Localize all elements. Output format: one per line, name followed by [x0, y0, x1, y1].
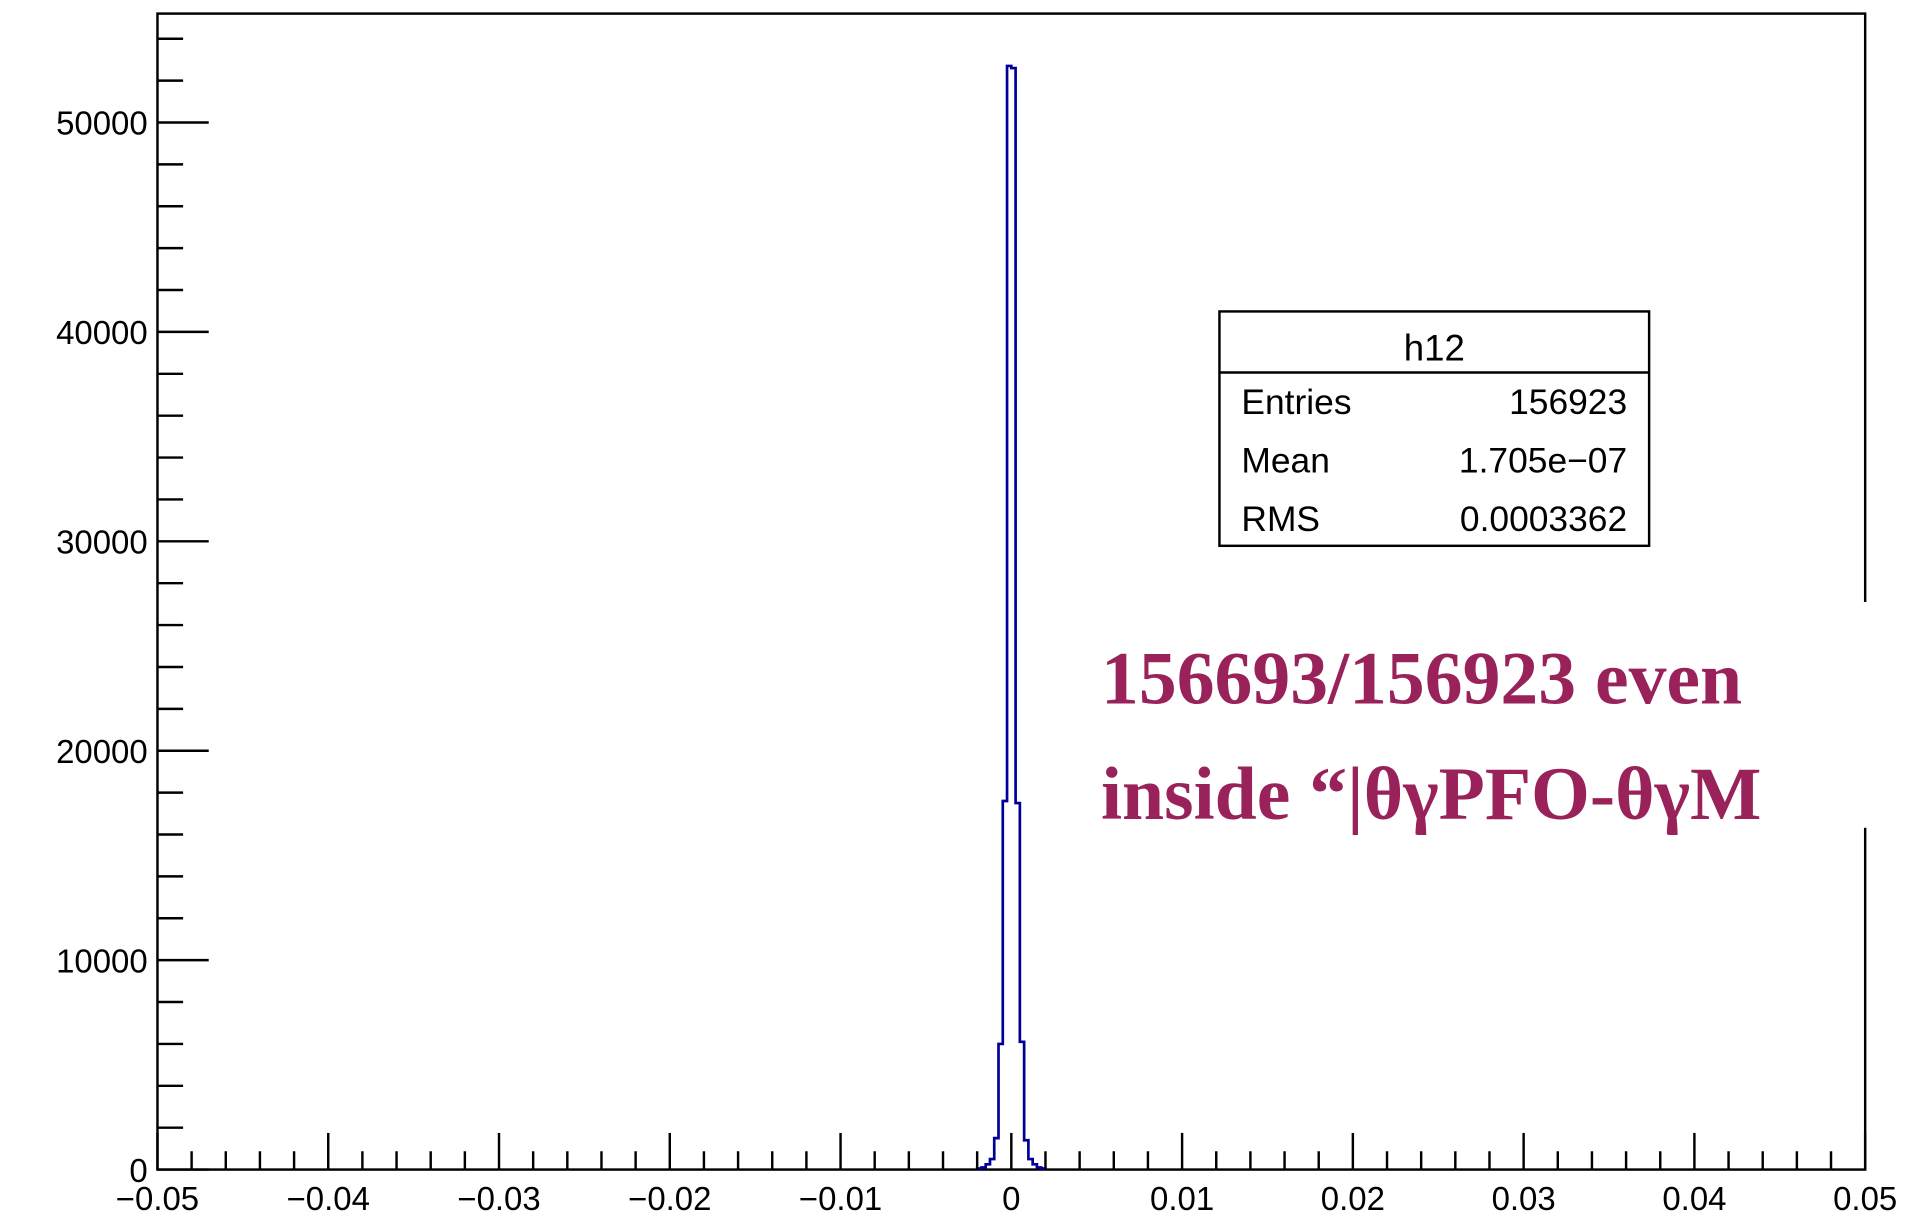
annotation: 156693/156923 even: [1101, 637, 1742, 720]
stats-key: Mean: [1241, 442, 1330, 481]
histogram-line: [975, 64, 1047, 1170]
stats-key: RMS: [1241, 500, 1320, 539]
x-tick-label: −0.03: [457, 1180, 540, 1217]
stats-key: Entries: [1241, 383, 1351, 422]
x-tick-label: −0.04: [287, 1180, 370, 1217]
plot-frame: [156, 12, 1867, 1171]
x-tick-label: −0.02: [628, 1180, 711, 1217]
x-tick-label: 0.05: [1833, 1180, 1897, 1217]
stats-box: h12 Entries 156923 Mean 1.705e−07 RMS 0.000336…: [1218, 310, 1651, 548]
x-tick-label: 0.04: [1662, 1180, 1726, 1217]
y-tick-label: 50000: [56, 105, 148, 142]
y-tick-label: 10000: [56, 942, 148, 979]
y-tick-label: 30000: [56, 524, 148, 561]
x-tick-label: 0: [1002, 1180, 1020, 1217]
stats-value: 156923: [1509, 383, 1627, 422]
stats-frame: [1218, 310, 1651, 548]
x-tick-label: 0.03: [1492, 1180, 1556, 1217]
y-tick-label: 20000: [56, 733, 148, 770]
annotation-background: [1090, 601, 1914, 828]
x-tick-label: −0.05: [116, 1180, 199, 1217]
x-tick-label: 0.02: [1321, 1180, 1385, 1217]
x-tick-label: 0.01: [1150, 1180, 1214, 1217]
stats-value: 1.705e−07: [1459, 442, 1627, 481]
y-tick-label: 40000: [56, 314, 148, 351]
stats-title: h12: [1404, 327, 1465, 368]
x-tick-label: −0.01: [799, 1180, 882, 1217]
y-tick-label: 0: [129, 1152, 147, 1189]
stats-value: 0.0003362: [1460, 500, 1627, 539]
annotation: inside “|θγPFO-θγM: [1101, 753, 1761, 836]
